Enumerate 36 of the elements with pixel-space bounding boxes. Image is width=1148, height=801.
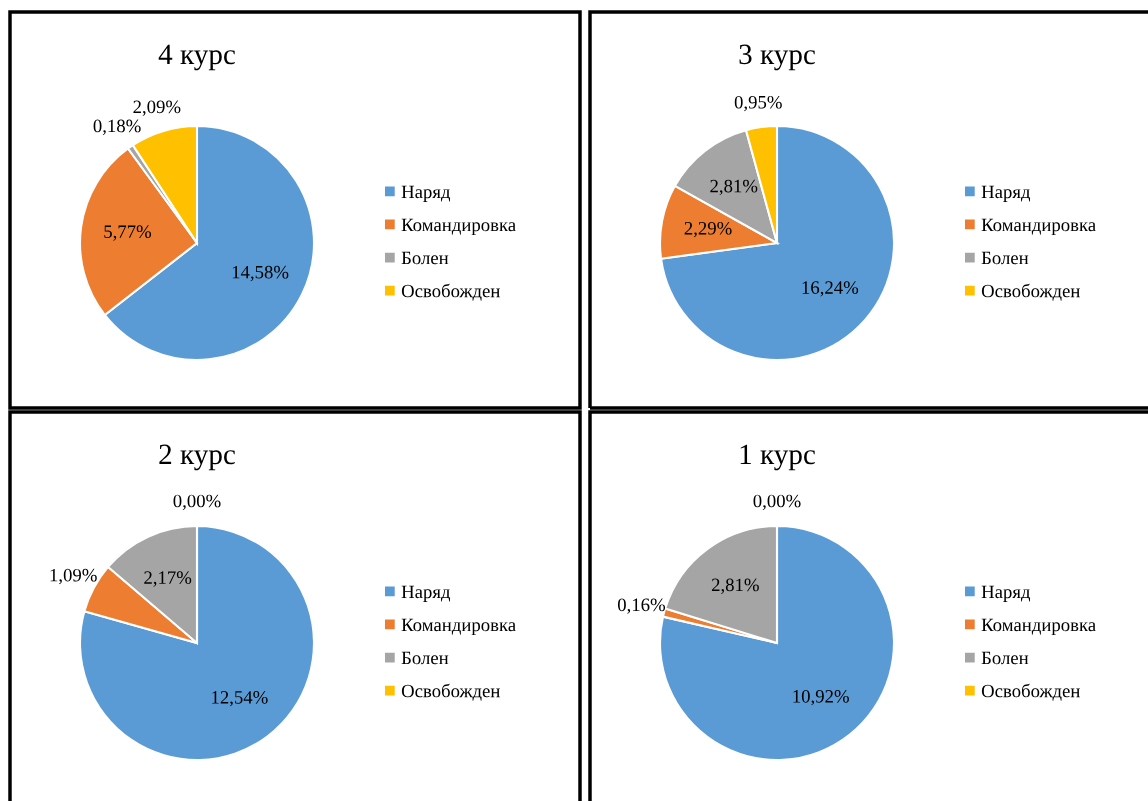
legend-label: Командировка <box>401 218 516 236</box>
data-label: 2,81% <box>710 179 758 196</box>
data-label: 12,54% <box>212 691 268 707</box>
legend-label: Болен <box>981 651 1029 665</box>
legend-label: Болен <box>981 251 1029 265</box>
legend-label: Командировка <box>981 618 1096 636</box>
chart-title: 2 курс <box>159 444 235 471</box>
data-label: 2,17% <box>144 571 192 587</box>
data-label: 1,09% <box>50 568 97 585</box>
data-label: 2,09% <box>133 100 181 116</box>
legend-label: Наряд <box>981 585 1031 602</box>
data-label: 10,92% <box>793 689 849 706</box>
text: 0,00% <box>173 494 221 510</box>
legend-label: Болен <box>401 651 449 665</box>
legend-label: Наряд <box>401 185 451 202</box>
chart-title: 4 курс <box>158 44 235 71</box>
legend-label: Освобожден <box>981 283 1080 301</box>
legend-label: Командировка <box>401 618 516 636</box>
data-label: 0,16% <box>617 598 666 614</box>
data-label: 14,58% <box>232 265 289 282</box>
chart-title: 3 курс <box>739 44 815 71</box>
legend-label: Освобожден <box>981 683 1080 701</box>
chart-title: 1 курс <box>740 444 815 471</box>
legend-label: Освобожден <box>401 683 500 701</box>
legend-label: Освобожден <box>401 283 500 301</box>
data-label: 0,18% <box>93 119 141 135</box>
data-label: 2,81% <box>711 578 759 594</box>
text: 0,00% <box>753 494 801 510</box>
data-label: 5,77% <box>104 225 152 241</box>
legend-label: Командировка <box>981 218 1096 236</box>
legend-label: Наряд <box>401 585 451 602</box>
data-label: 16,24% <box>802 281 859 297</box>
data-label: 0,95% <box>734 95 782 112</box>
legend-label: Болен <box>401 251 449 265</box>
data-label: 2,29% <box>684 221 732 238</box>
legend-label: Наряд <box>981 185 1031 202</box>
